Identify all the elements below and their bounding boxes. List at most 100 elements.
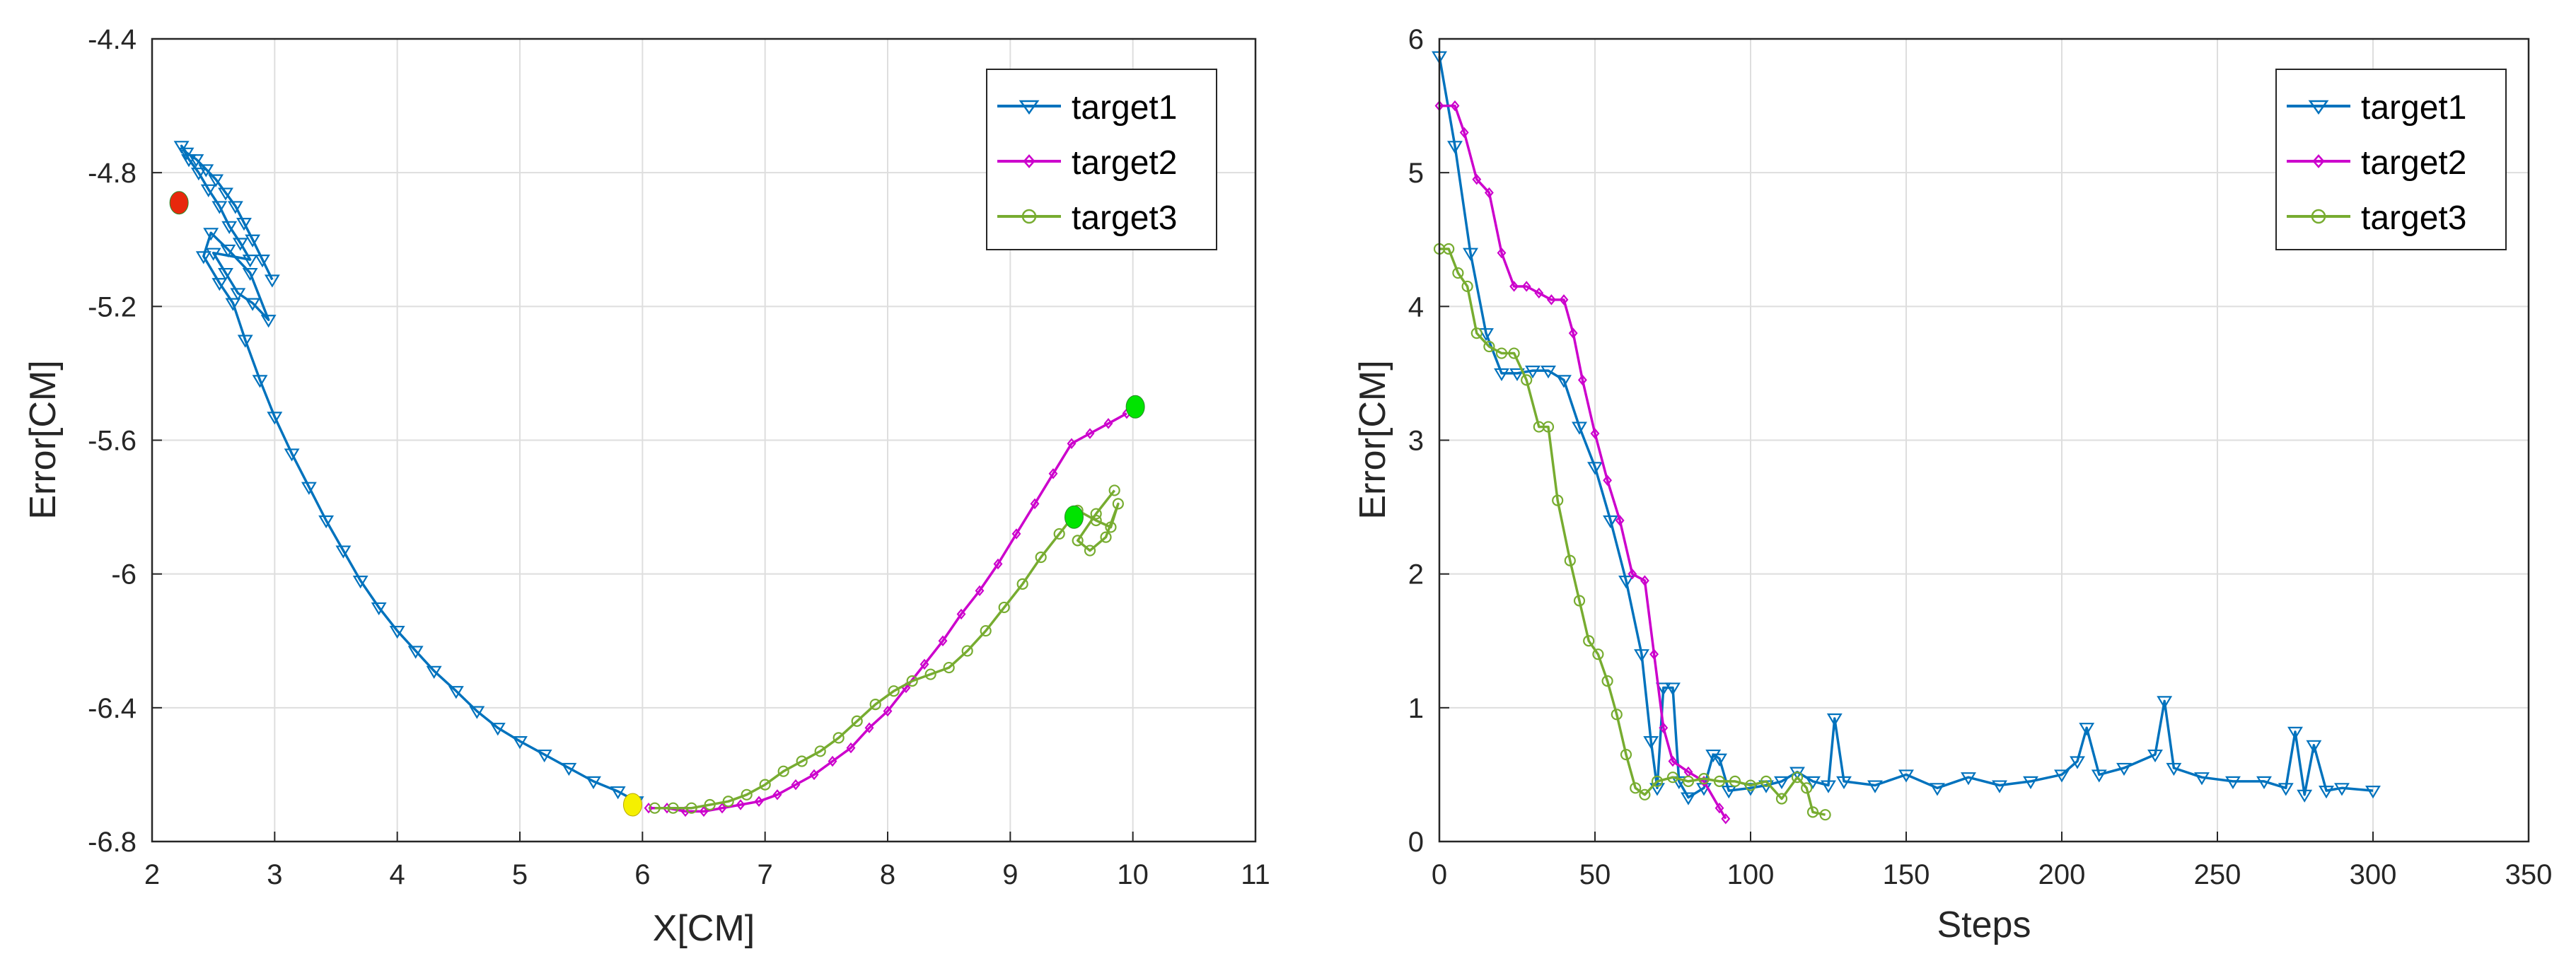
right-y-tick-label: 2 [1408, 559, 1424, 590]
left-point-target3 [1084, 545, 1096, 557]
left-point-target1 [221, 221, 238, 234]
right-point-target1 [2116, 762, 2132, 776]
right-point-target2 [1450, 100, 1460, 112]
right-point-target3 [1630, 782, 1642, 794]
left-legend-label-target2: target2 [1072, 144, 1177, 182]
right-point-target3 [1601, 675, 1613, 687]
right-series-target2 [1434, 100, 1731, 825]
left-point-target2 [772, 789, 782, 801]
right-legend-entry-target2: target2 [2287, 144, 2466, 182]
right-point-target2 [1668, 755, 1678, 767]
right-point-target3 [1470, 327, 1483, 339]
right-point-target1 [2319, 786, 2334, 799]
left-point-target3 [796, 755, 808, 767]
right-point-target1 [1826, 713, 1843, 727]
right-point-target3 [1461, 280, 1473, 293]
right-point-target3 [1443, 243, 1455, 255]
right-point-target1 [2287, 726, 2303, 740]
right-point-target1 [2306, 740, 2322, 753]
right-point-target1 [2070, 756, 2085, 769]
right-point-target2 [1640, 575, 1649, 586]
right-legend-label-target3: target3 [2361, 199, 2466, 237]
right-y-axis-label: Error[CM] [1352, 360, 1393, 519]
right-point-target1 [2278, 783, 2294, 796]
right-point-target1 [1930, 783, 1945, 796]
right-point-target1 [1603, 515, 1618, 529]
right-point-target3 [1521, 374, 1533, 386]
left-point-target2 [993, 558, 1003, 570]
right-point-target2 [1649, 648, 1659, 660]
left-legend-marker-target1 [1019, 100, 1040, 115]
right-point-target3 [1760, 775, 1773, 787]
right-point-target1 [1572, 421, 1587, 435]
right-point-target2 [1603, 475, 1613, 486]
left-legend-label-target1: target1 [1072, 89, 1177, 127]
left-legend-marker-target3 [1021, 209, 1037, 224]
left-legend-entry-target3: target3 [997, 199, 1177, 237]
left-point-target1 [225, 298, 241, 311]
right-point-target1 [2166, 762, 2182, 776]
right-point-target2 [1568, 327, 1578, 339]
left-point-target1 [264, 274, 280, 288]
right-legend-label-target1: target1 [2361, 89, 2466, 127]
right-point-target2 [1659, 722, 1669, 733]
right-point-target3 [1791, 772, 1804, 784]
left-point-target2 [1030, 498, 1040, 510]
left-point-target1 [489, 723, 506, 736]
left-point-target1 [586, 776, 601, 790]
left-point-target2 [809, 769, 819, 781]
right-point-target1 [2023, 776, 2038, 790]
right-point-target1 [1821, 780, 1836, 793]
right-point-target1 [1541, 366, 1556, 379]
right-y-tick-label: 4 [1408, 291, 1424, 322]
right-point-target2 [1715, 802, 1724, 814]
left-point-target2 [975, 585, 985, 597]
right-legend-marker-target1 [2308, 100, 2329, 115]
left-point-target3 [685, 802, 697, 814]
right-point-target1 [1712, 753, 1727, 767]
left-point-target3 [704, 798, 716, 811]
right-point-target1 [1649, 783, 1665, 796]
right-point-target3 [1573, 595, 1586, 607]
left-point-target1 [232, 238, 248, 251]
right-chart: 0 50 100 150 200 250 300 350 0 1 2 3 4 5 6 Steps Error… [1352, 24, 2552, 945]
left-extra-markers [169, 191, 1145, 817]
left-series-target1 [173, 141, 644, 810]
right-point-target2 [1509, 281, 1519, 292]
left-point-target2 [791, 779, 801, 791]
right-point-target3 [1542, 421, 1555, 433]
left-point-target3 [1053, 528, 1065, 540]
right-point-target1 [1509, 368, 1525, 382]
left-point-target1 [469, 706, 485, 719]
right-point-target1 [1805, 776, 1821, 790]
left-point-target1 [181, 154, 197, 168]
right-point-target2 [1559, 294, 1569, 305]
left-point-target2 [883, 705, 893, 717]
left-point-target1 [178, 147, 195, 161]
left-point-target1 [237, 334, 253, 348]
right-point-target2 [1615, 515, 1625, 526]
right-series-target3 [1433, 243, 1831, 821]
left-point-target3 [980, 624, 992, 637]
right-y-tick-label: 0 [1408, 827, 1424, 858]
right-x-tick-label: 350 [2505, 859, 2553, 890]
left-point-target3 [777, 765, 789, 777]
left-point-target3 [869, 699, 881, 711]
left-point-target3 [759, 779, 771, 791]
left-point-target1 [389, 625, 405, 639]
left-point-target1 [205, 248, 221, 261]
left-point-target3 [814, 745, 826, 757]
right-legend: target1 target2 target3 [2275, 69, 2507, 250]
right-point-target1 [1774, 776, 1789, 790]
left-legend-entry-target1: target1 [997, 89, 1177, 127]
left-point-target2 [919, 658, 929, 670]
right-point-target1 [1463, 248, 1478, 261]
right-point-target3 [1806, 806, 1819, 818]
left-x-tick-label: 4 [390, 859, 405, 890]
right-point-target1 [1655, 682, 1671, 696]
left-legend-entry-target2: target2 [997, 144, 1177, 182]
left-point-target2 [1048, 468, 1058, 479]
right-point-target1 [2079, 723, 2095, 736]
left-point-target1 [561, 762, 577, 776]
right-y-tick-label: 1 [1408, 693, 1424, 724]
